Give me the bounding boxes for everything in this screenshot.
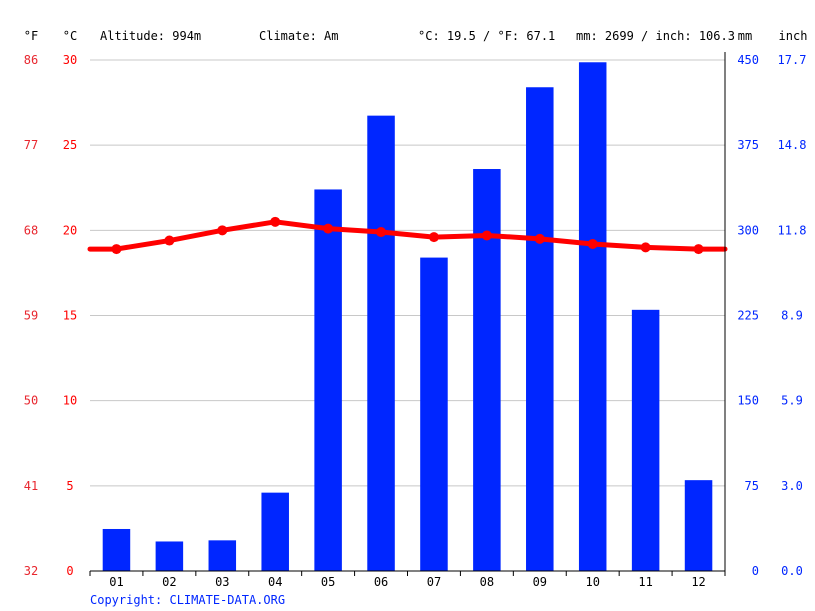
precipitation-bar-01 bbox=[102, 528, 131, 571]
tick-labels: 86 30 450 17.7 77 25 375 14.8 68 20 300 11.8 59 15 225… bbox=[24, 53, 807, 589]
temperature-point-12 bbox=[693, 244, 704, 255]
month-tick-label: 09 bbox=[533, 575, 547, 589]
celsius-tick-label: 30 bbox=[63, 53, 77, 67]
precipitation-bar-08 bbox=[473, 169, 501, 571]
month-tick-label: 03 bbox=[215, 575, 229, 589]
temperature-point-10 bbox=[587, 238, 598, 249]
inch-tick-label: 0.0 bbox=[781, 564, 803, 578]
precipitation-bar-06 bbox=[367, 115, 395, 572]
fahrenheit-tick-label: 59 bbox=[24, 309, 38, 323]
month-tick-label: 08 bbox=[480, 575, 494, 589]
inch-tick-label: 14.8 bbox=[778, 138, 807, 152]
month-tick-label: 01 bbox=[109, 575, 123, 589]
temperature-point-08 bbox=[481, 230, 492, 241]
month-tick-label: 04 bbox=[268, 575, 282, 589]
inch-tick-label: 3.0 bbox=[781, 479, 803, 493]
precipitation-bar-04 bbox=[261, 492, 289, 571]
precipitation-bar-03 bbox=[208, 540, 237, 571]
celsius-unit-label: °C bbox=[63, 29, 77, 43]
temperature-point-05 bbox=[323, 223, 334, 234]
precipitation-bar-10 bbox=[578, 62, 607, 571]
inch-tick-label: 8.9 bbox=[781, 309, 803, 323]
temperature-line bbox=[87, 216, 728, 255]
precipitation-bar-02 bbox=[155, 541, 184, 571]
temperature-point-07 bbox=[428, 232, 439, 243]
fahrenheit-unit-label: °F bbox=[24, 29, 38, 43]
celsius-tick-label: 20 bbox=[63, 223, 77, 237]
mm-tick-label: 375 bbox=[737, 138, 759, 152]
mm-unit-label: mm bbox=[738, 29, 752, 43]
fahrenheit-tick-label: 41 bbox=[24, 479, 38, 493]
gridlines bbox=[90, 59, 725, 487]
month-tick-label: 07 bbox=[427, 575, 441, 589]
precipitation-bar-05 bbox=[314, 189, 342, 571]
celsius-tick-label: 0 bbox=[66, 564, 73, 578]
average-temperature-label: °C: 19.5 / °F: 67.1 bbox=[418, 29, 555, 43]
climate-label: Climate: Am bbox=[259, 29, 338, 43]
fahrenheit-tick-label: 86 bbox=[24, 53, 38, 67]
copyright-text: Copyright: CLIMATE-DATA.ORG bbox=[90, 593, 285, 607]
month-tick-label: 10 bbox=[585, 575, 599, 589]
month-tick-label: 05 bbox=[321, 575, 335, 589]
celsius-tick-label: 15 bbox=[63, 309, 77, 323]
temperature-point-04 bbox=[270, 216, 281, 227]
axes bbox=[89, 52, 726, 576]
altitude-label: Altitude: 994m bbox=[100, 29, 201, 43]
precipitation-bar-09 bbox=[526, 87, 554, 572]
temperature-point-11 bbox=[640, 242, 651, 253]
celsius-tick-label: 5 bbox=[66, 479, 73, 493]
precipitation-bar-12 bbox=[684, 480, 713, 571]
mm-tick-label: 225 bbox=[737, 309, 759, 323]
mm-tick-label: 75 bbox=[745, 479, 759, 493]
precipitation-bar-11 bbox=[631, 309, 660, 571]
celsius-tick-label: 10 bbox=[63, 394, 77, 408]
mm-tick-label: 450 bbox=[737, 53, 759, 67]
fahrenheit-tick-label: 68 bbox=[24, 223, 38, 237]
fahrenheit-tick-label: 77 bbox=[24, 138, 38, 152]
temperature-line-path bbox=[87, 219, 728, 252]
mm-tick-label: 300 bbox=[737, 223, 759, 237]
inch-unit-label: inch bbox=[779, 29, 808, 43]
mm-tick-label: 150 bbox=[737, 394, 759, 408]
precipitation-bars bbox=[102, 62, 713, 572]
month-tick-label: 11 bbox=[638, 575, 652, 589]
month-tick-label: 06 bbox=[374, 575, 388, 589]
inch-tick-label: 11.8 bbox=[778, 223, 807, 237]
month-tick-label: 02 bbox=[162, 575, 176, 589]
fahrenheit-tick-label: 50 bbox=[24, 394, 38, 408]
temperature-point-06 bbox=[376, 227, 387, 238]
inch-tick-label: 17.7 bbox=[778, 53, 807, 67]
annual-precipitation-label: mm: 2699 / inch: 106.3 bbox=[576, 29, 735, 43]
celsius-tick-label: 25 bbox=[63, 138, 77, 152]
fahrenheit-tick-label: 32 bbox=[24, 564, 38, 578]
precipitation-bar-07 bbox=[420, 257, 448, 571]
temperature-point-03 bbox=[217, 225, 228, 236]
temperature-point-01 bbox=[111, 244, 122, 255]
temperature-point-02 bbox=[164, 235, 175, 246]
month-tick-label: 12 bbox=[691, 575, 705, 589]
mm-tick-label: 0 bbox=[752, 564, 759, 578]
temperature-point-09 bbox=[534, 233, 545, 244]
inch-tick-label: 5.9 bbox=[781, 394, 803, 408]
